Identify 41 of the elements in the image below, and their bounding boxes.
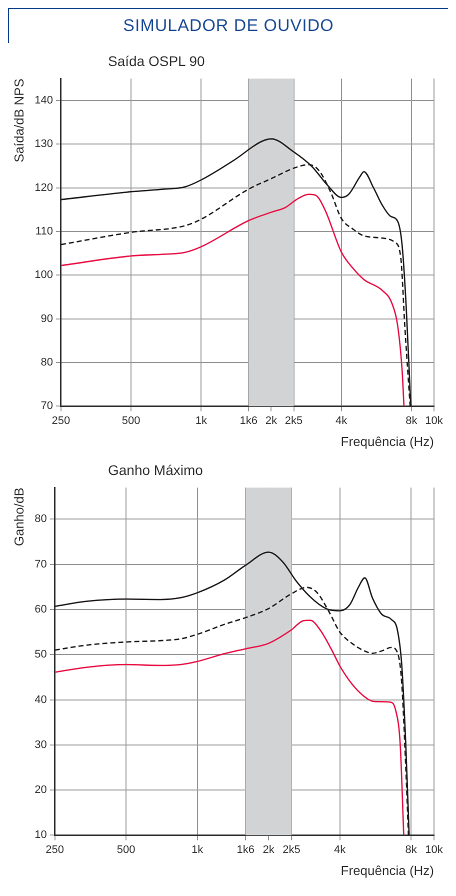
y-tick-label: 10 — [34, 829, 47, 842]
x-tick-label: 1k — [195, 414, 208, 427]
x-tick-label: 4k — [334, 844, 346, 856]
x-tick-label: 2k — [265, 414, 278, 427]
x-tick-label: 500 — [122, 414, 140, 427]
x-tick-label: 500 — [116, 844, 136, 856]
y-tick-label: 80 — [34, 513, 47, 526]
y-axis-title: Ganho/dB — [11, 488, 26, 546]
x-tick-label: 2k — [262, 844, 275, 856]
chart-title: Ganho Máximo — [107, 461, 204, 478]
y-tick-label: 80 — [40, 356, 53, 369]
chart-subtitle: Saída OSPL 90 — [107, 52, 206, 69]
x-tick-label: 4k — [336, 414, 348, 427]
y-tick-label: 130 — [34, 138, 53, 150]
x-axis-title: Frequência (Hz) — [340, 434, 434, 449]
y-tick-label: 120 — [34, 182, 53, 194]
y-tick-label: 70 — [40, 400, 53, 412]
x-tick-label: 2k5 — [282, 844, 300, 856]
x-tick-label: 8k — [405, 844, 418, 856]
y-axis-title: Saída/dB NPS — [11, 78, 26, 162]
y-tick-label: 140 — [34, 94, 53, 106]
x-tick-label: 1k — [192, 844, 204, 856]
x-tick-label: 1k6 — [240, 414, 258, 427]
x-tick-label: 8k — [406, 414, 418, 427]
y-tick-label: 20 — [34, 784, 47, 796]
y-tick-label: 110 — [35, 226, 53, 238]
y-tick-label: 60 — [34, 604, 47, 616]
x-tick-label: 1k6 — [236, 844, 255, 856]
chart-title: SIMULADOR DE OUVIDO — [123, 16, 334, 36]
y-tick-label: 90 — [40, 312, 53, 325]
x-tick-label: 250 — [46, 844, 64, 856]
x-tick-label: 2k5 — [284, 414, 303, 427]
x-tick-label: 10k — [425, 414, 444, 427]
y-tick-label: 30 — [34, 738, 47, 751]
y-tick-label: 40 — [34, 694, 47, 706]
y-tick-label: 50 — [34, 648, 47, 661]
x-tick-label: 250 — [52, 414, 70, 427]
x-tick-label: 10k — [425, 844, 444, 856]
y-tick-label: 100 — [34, 269, 53, 282]
y-tick-label: 70 — [34, 558, 47, 570]
x-axis-title: Frequência (Hz) — [340, 862, 434, 878]
